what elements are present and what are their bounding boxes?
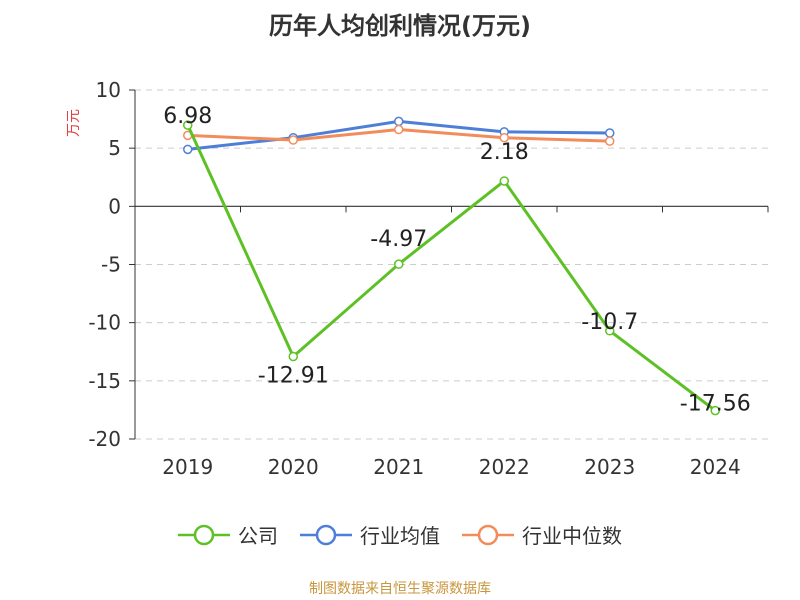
y-tick-label: 10 <box>96 78 121 102</box>
data-point <box>710 405 720 416</box>
legend-marker-icon <box>462 524 514 545</box>
x-tick-label: 2022 <box>479 455 530 479</box>
legend-item[interactable]: 行业中位数 <box>462 520 622 549</box>
y-tick-label: -15 <box>88 369 121 393</box>
x-tick-label: 2020 <box>268 455 319 479</box>
y-tick-label: -20 <box>88 427 121 451</box>
y-axis-label: 万元 <box>66 109 82 137</box>
legend: 公司 行业均值 行业中位数 <box>0 520 800 549</box>
source-note: 制图数据来自恒生聚源数据库 <box>309 581 491 597</box>
data-point <box>605 136 615 146</box>
legend-item[interactable]: 公司 <box>178 520 278 549</box>
y-tick-label: -10 <box>88 311 121 335</box>
data-point <box>183 144 193 155</box>
data-point <box>499 132 509 143</box>
data-point <box>605 128 615 138</box>
x-tick-label: 2019 <box>162 455 213 479</box>
chart-title: 历年人均创利情况(万元) <box>269 12 531 40</box>
data-label: 2.18 <box>480 140 529 165</box>
x-tick-label: 2023 <box>584 455 635 479</box>
legend-label: 公司 <box>238 524 278 548</box>
data-label: -17.56 <box>680 392 751 417</box>
data-label: 6.98 <box>163 104 212 129</box>
data-point <box>605 326 615 336</box>
y-tick-label: 0 <box>108 194 121 218</box>
legend-label: 行业中位数 <box>522 524 622 548</box>
line-chart: 10 5 0 -5 -10 -15 -20 2019 2020 2021 2022 2023 2024 万… <box>66 78 769 479</box>
legend-marker-icon <box>300 524 352 545</box>
data-point <box>394 124 404 135</box>
data-point <box>183 120 193 130</box>
data-label: -12.91 <box>258 364 329 389</box>
data-point <box>499 176 509 186</box>
legend-marker-icon <box>178 524 230 545</box>
x-tick-label: 2024 <box>690 455 741 479</box>
data-point <box>288 135 298 145</box>
data-point <box>288 351 298 362</box>
legend-label: 行业均值 <box>360 524 440 548</box>
data-label: -4.97 <box>370 227 427 252</box>
data-point <box>394 259 404 269</box>
x-tick-label: 2021 <box>373 455 424 479</box>
data-label: -10.7 <box>581 310 638 335</box>
y-tick-label: -5 <box>101 253 121 277</box>
y-tick-label: 5 <box>108 136 121 160</box>
data-point <box>394 116 404 127</box>
series-line-公司 <box>186 124 717 412</box>
legend-item[interactable]: 行业均值 <box>300 520 440 549</box>
